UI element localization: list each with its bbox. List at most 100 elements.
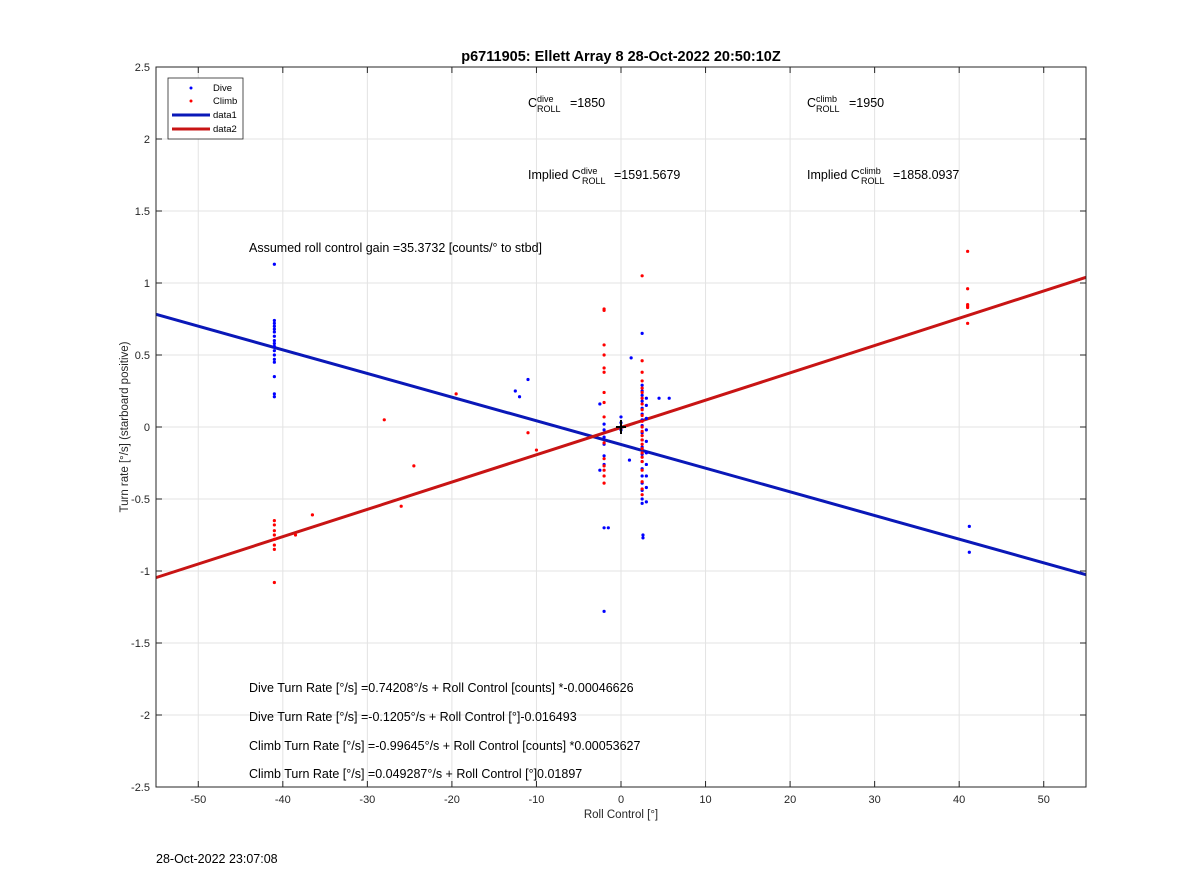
climb-point (602, 400, 606, 405)
climb-point (640, 487, 644, 491)
dive-counts-equation: Dive Turn Rate [°/s] =0.74208°/s + Roll … (249, 681, 634, 695)
dive-point (640, 383, 644, 387)
climb-point (272, 547, 276, 552)
legend-dive-label: Dive (213, 83, 232, 94)
dive-point (967, 550, 971, 554)
dive-point (602, 428, 606, 432)
dive-point (640, 399, 644, 403)
y-tick-label: -0.5 (131, 494, 150, 506)
dive-point (517, 395, 522, 399)
dive-point (644, 439, 648, 443)
climb-point (602, 353, 606, 357)
dive-point (640, 497, 644, 501)
climb-point (272, 523, 276, 527)
climb-point (966, 321, 970, 325)
climb-point (602, 370, 606, 374)
climb-point (640, 379, 644, 383)
data1-fit-line (155, 312, 1087, 577)
dive-point (602, 526, 606, 530)
dive-point (640, 474, 644, 478)
x-axis-label: Roll Control [°] (584, 809, 658, 821)
dive-point (606, 526, 610, 530)
x-tick-label: 20 (784, 794, 796, 806)
dive-point (644, 416, 648, 420)
climb-point (602, 441, 606, 445)
annotations: Cdive ROLL =1850 Cclimb ROLL =1950 Implied C… (249, 94, 959, 781)
climb-point (640, 408, 644, 412)
dive-point (272, 392, 276, 396)
roll-gain-annotation: Assumed roll control gain =35.3732 [coun… (249, 241, 542, 255)
dive-point (644, 451, 648, 455)
climb-point (534, 448, 539, 452)
dive-point (644, 474, 648, 478)
dive-point (272, 334, 276, 338)
y-tick-label: -1 (140, 566, 150, 578)
dive-point (598, 402, 602, 406)
climb-degrees-equation: Climb Turn Rate [°/s] =0.049287°/s + Rol… (249, 767, 582, 781)
climb-point (272, 537, 276, 541)
dive-point (602, 454, 606, 458)
dive-point (272, 324, 276, 328)
origin-marker (616, 420, 626, 434)
climb-point (640, 480, 644, 484)
climb-point (640, 493, 644, 497)
implied-c-roll-dive-annotation: Implied Cdive ROLL =1591.5679 (528, 166, 680, 186)
dive-point (513, 389, 517, 393)
dive-point (640, 501, 644, 505)
climb-point (293, 533, 298, 537)
y-tick-label: -2.5 (131, 782, 150, 794)
climb-point (640, 447, 644, 451)
climb-point (640, 434, 644, 438)
climb-point (602, 308, 606, 312)
dive-point (640, 393, 644, 397)
climb-point (272, 529, 276, 533)
figure-timestamp: 28-Oct-2022 23:07:08 (156, 852, 278, 866)
y-axis-label: Turn rate [°/s] (starboard positive) (119, 341, 131, 512)
dive-point (619, 415, 623, 419)
dive-point (602, 435, 606, 439)
dive-point (644, 500, 648, 504)
y-tick-label: -1.5 (131, 638, 150, 650)
dive-point (644, 462, 648, 467)
x-tick-label: -20 (444, 794, 460, 806)
y-tick-label: 0.5 (135, 350, 150, 362)
dive-point (644, 485, 648, 490)
dive-point (641, 533, 645, 537)
climb-point (640, 386, 644, 390)
climb-point (310, 513, 315, 517)
climb-point (382, 418, 386, 422)
dive-point (526, 377, 530, 382)
dive-point (272, 262, 276, 266)
climb-point (640, 419, 644, 423)
x-tick-label: 40 (953, 794, 965, 806)
dive-point (272, 357, 276, 361)
dive-point (598, 468, 602, 472)
climb-point (640, 402, 644, 406)
dive-point (272, 375, 276, 379)
climb-point (602, 366, 606, 370)
x-tick-label: 50 (1038, 794, 1050, 806)
dive-point (640, 331, 644, 335)
climb-point (966, 249, 970, 253)
chart-title: p6711905: Ellett Array 8 28-Oct-2022 20:… (461, 49, 781, 65)
data-points (272, 249, 971, 613)
dive-point (272, 353, 276, 357)
x-tick-label: -40 (275, 794, 291, 806)
dive-point (967, 524, 971, 528)
climb-point (602, 390, 606, 395)
y-tick-label: -2 (140, 710, 150, 722)
dive-point (272, 344, 276, 348)
climb-counts-equation: Climb Turn Rate [°/s] =-0.99645°/s + Rol… (249, 739, 641, 753)
climb-point (602, 481, 606, 485)
climb-point (640, 274, 644, 278)
x-tick-label: -10 (529, 794, 545, 806)
dive-degrees-equation: Dive Turn Rate [°/s] =-0.1205°/s + Roll … (249, 710, 577, 724)
dive-point (272, 349, 276, 353)
dive-point (272, 327, 276, 331)
climb-point (640, 359, 644, 363)
dive-point (641, 536, 645, 540)
climb-point (640, 451, 644, 455)
x-tick-label: 0 (618, 794, 624, 806)
axes-box (155, 66, 1087, 788)
climb-point (602, 343, 606, 347)
